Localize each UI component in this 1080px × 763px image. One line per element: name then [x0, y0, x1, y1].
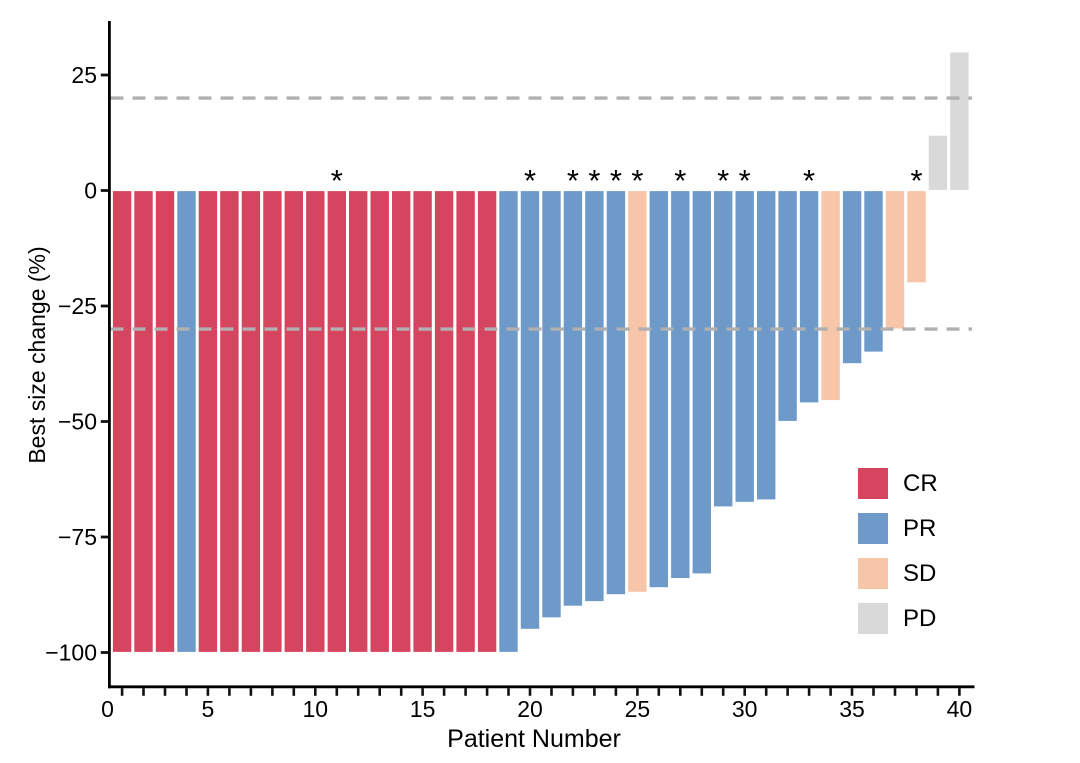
- bar-patient-14: [390, 189, 412, 654]
- y-axis-title: Best size change (%): [24, 246, 50, 464]
- bar-patient-3: [154, 189, 176, 654]
- x-tick-label: 5: [202, 696, 215, 722]
- legend-swatch-pd: [858, 603, 888, 634]
- bar-patient-29: [712, 189, 734, 508]
- bar-patient-33: [798, 189, 820, 404]
- x-tick-label: 40: [947, 696, 973, 722]
- bar-patient-30: [734, 189, 756, 503]
- significance-asterisk: *: [739, 163, 751, 198]
- legend-label-pr: PR: [903, 515, 937, 542]
- legend: CR PR SD PD: [858, 468, 938, 634]
- bar-patient-26: [648, 189, 670, 589]
- significance-asterisk: *: [524, 163, 536, 198]
- bar-patient-20: [519, 189, 541, 630]
- significance-asterisk: *: [331, 163, 343, 198]
- bar-patient-11: [326, 189, 348, 654]
- bar-patient-31: [755, 189, 777, 501]
- bar-patient-32: [777, 189, 798, 423]
- significance-asterisk: *: [567, 163, 579, 198]
- bar-patient-21: [541, 189, 562, 619]
- bar-patient-18: [476, 189, 498, 654]
- legend-swatch-sd: [858, 558, 888, 589]
- significance-asterisk: *: [610, 163, 622, 198]
- y-tick-label: −50: [58, 409, 97, 435]
- bar-patient-1: [111, 189, 133, 654]
- legend-label-cr: CR: [903, 470, 938, 497]
- bar-patient-27: [669, 189, 691, 580]
- bar-patient-17: [455, 189, 476, 654]
- bar-patient-9: [283, 189, 305, 654]
- bar-patient-38: [906, 189, 927, 284]
- x-tick-label: 20: [517, 696, 543, 722]
- bar-patient-35: [841, 189, 863, 365]
- x-tick-label: 25: [625, 696, 651, 722]
- x-axis-title: Patient Number: [447, 725, 621, 753]
- bar-patient-37: [884, 189, 906, 330]
- significance-asterisk: *: [717, 163, 729, 198]
- bar-patient-28: [691, 189, 713, 575]
- x-tick-label: 10: [303, 696, 329, 722]
- legend-swatch-pr: [858, 513, 888, 544]
- legend-label-pd: PD: [903, 605, 937, 632]
- bar-patient-36: [863, 189, 884, 353]
- legend-item-cr: CR: [858, 468, 938, 499]
- x-tick-label: 30: [732, 696, 758, 722]
- bar-patient-7: [240, 189, 262, 654]
- significance-asterisk: *: [631, 163, 643, 198]
- bar-patient-23: [583, 189, 605, 603]
- x-tick-label: 35: [839, 696, 865, 722]
- legend-label-sd: SD: [903, 560, 937, 587]
- bar-patient-22: [562, 189, 584, 607]
- bar-patient-4: [176, 189, 197, 654]
- bar-patient-40: [948, 51, 970, 192]
- x-tick-label: 0: [101, 696, 114, 722]
- bar-patient-24: [605, 189, 627, 596]
- legend-item-sd: SD: [858, 558, 938, 589]
- significance-asterisk: *: [803, 163, 815, 198]
- y-tick-label: 25: [71, 62, 97, 88]
- bar-patient-12: [347, 189, 369, 654]
- y-tick-label: 0: [84, 178, 97, 204]
- bar-patient-34: [820, 189, 841, 402]
- significance-asterisk: *: [588, 163, 600, 198]
- bar-patient-15: [412, 189, 433, 654]
- legend-item-pr: PR: [858, 513, 938, 544]
- bar-patient-2: [133, 189, 154, 654]
- x-tick-label: 15: [410, 696, 436, 722]
- y-tick-label: −100: [45, 640, 97, 666]
- y-tick-label: −25: [58, 293, 97, 319]
- significance-asterisk: *: [674, 163, 686, 198]
- significance-asterisk: *: [910, 163, 922, 198]
- bar-patient-16: [433, 189, 455, 654]
- bar-patient-19: [498, 189, 519, 654]
- bar-patient-6: [219, 189, 240, 654]
- bar-patient-25: [626, 189, 648, 593]
- y-tick-label: −75: [58, 524, 97, 550]
- bar-patient-13: [369, 189, 391, 654]
- legend-swatch-cr: [858, 468, 888, 499]
- bar-patient-39: [927, 134, 949, 192]
- legend-item-pd: PD: [858, 603, 938, 634]
- bar-patient-8: [262, 189, 283, 654]
- bar-patient-10: [304, 189, 326, 654]
- bar-patient-5: [197, 189, 219, 654]
